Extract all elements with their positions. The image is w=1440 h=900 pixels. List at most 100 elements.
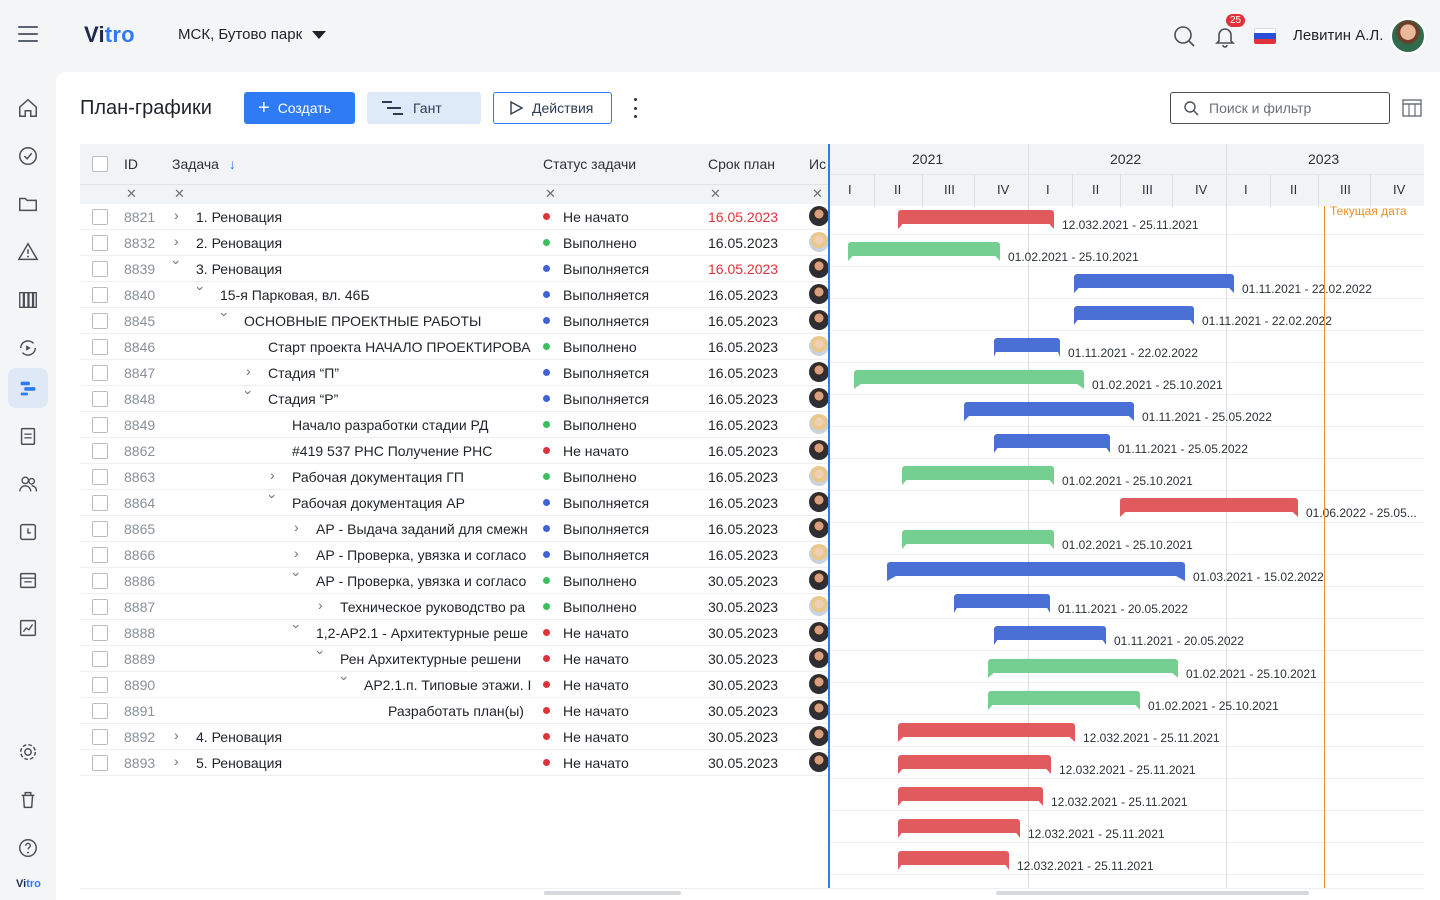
task-name[interactable]: 2. Реновация [196,235,283,251]
due-date[interactable]: 16.05.2023 [708,209,779,225]
avatar[interactable] [809,258,828,278]
due-date[interactable]: 16.05.2023 [708,417,779,433]
task-name[interactable]: 5. Реновация [196,755,283,771]
avatar[interactable] [809,622,828,642]
table-row[interactable]: 8863 › Рабочая документация ГП Выполнено 16.… [80,464,828,490]
row-checkbox[interactable] [92,443,108,459]
table-row[interactable]: 8847 › Стадия “П” Выполняется 16.05.2023 [80,360,828,386]
task-name[interactable]: Рабочая документация АР [292,495,465,511]
select-all-checkbox[interactable] [92,156,108,172]
clear-filter-icon[interactable]: ✕ [710,186,721,201]
due-date[interactable]: 30.05.2023 [708,651,779,667]
status-text[interactable]: Не начато [563,625,629,641]
avatar[interactable] [809,362,828,382]
due-date[interactable]: 30.05.2023 [708,703,779,719]
row-checkbox[interactable] [92,677,108,693]
status-text[interactable]: Выполняется [563,521,650,537]
row-checkbox[interactable] [92,755,108,771]
avatar[interactable] [809,544,828,564]
avatar[interactable] [809,284,828,304]
table-row[interactable]: 8887 › Техническое руководство ра Выполнено… [80,594,828,620]
gantt-bar[interactable] [898,819,1020,833]
avatar[interactable] [809,206,828,226]
gantt-bar[interactable] [1074,274,1234,288]
sidebar-item-time[interactable] [8,512,48,552]
avatar[interactable] [809,700,828,720]
chevron-down-icon[interactable]: › [243,390,257,402]
chevron-down-icon[interactable]: › [339,676,353,688]
row-checkbox[interactable] [92,599,108,615]
due-date[interactable]: 30.05.2023 [708,729,779,745]
gantt-bar[interactable] [964,402,1134,416]
chevron-down-icon[interactable]: › [291,624,305,636]
app-logo[interactable]: Vitro [84,22,135,47]
status-text[interactable]: Выполнено [563,417,637,433]
chevron-right-icon[interactable]: › [270,467,275,481]
gantt-bar[interactable] [1120,498,1298,512]
avatar[interactable] [809,492,828,512]
chevron-right-icon[interactable]: › [174,727,179,741]
due-date[interactable]: 30.05.2023 [708,573,779,589]
gantt-bar[interactable] [898,851,1009,865]
row-checkbox[interactable] [92,313,108,329]
row-checkbox[interactable] [92,573,108,589]
status-text[interactable]: Выполнено [563,573,637,589]
gantt-bar[interactable] [898,723,1075,737]
avatar[interactable] [809,388,828,408]
gantt-bar[interactable] [988,691,1140,705]
sidebar-item-library[interactable] [8,280,48,320]
clear-filter-icon[interactable]: ✕ [126,186,137,201]
due-date[interactable]: 16.05.2023 [708,235,779,251]
task-name[interactable]: ОСНОВНЫЕ ПРОЕКТНЫЕ РАБОТЫ [244,313,482,329]
row-checkbox[interactable] [92,391,108,407]
row-checkbox[interactable] [92,521,108,537]
gantt-scrollbar[interactable] [996,891,1309,895]
task-name[interactable]: Стадия “П” [268,365,339,381]
user-name[interactable]: Левитин А.Л. [1293,27,1384,44]
table-row[interactable]: 8889 › Рен Архитектурные решени Не начато 30… [80,646,828,672]
task-name[interactable]: 3. Реновация [196,261,283,277]
status-text[interactable]: Выполняется [563,313,650,329]
row-checkbox[interactable] [92,287,108,303]
table-row[interactable]: 8891 Разработать план(ы) Не начато 30.05.20… [80,698,828,724]
due-date[interactable]: 16.05.2023 [708,521,779,537]
avatar[interactable] [809,648,828,668]
gantt-bar[interactable] [887,562,1185,576]
due-date[interactable]: 30.05.2023 [708,599,779,615]
status-text[interactable]: Выполняется [563,547,650,563]
avatar[interactable] [809,440,828,460]
row-checkbox[interactable] [92,339,108,355]
task-name[interactable]: Стадия “Р” [268,391,339,407]
task-name[interactable]: АР - Проверка, увязка и согласо [316,573,527,589]
task-name[interactable]: АР - Выдача заданий для смежн [316,521,528,537]
sidebar-item-users[interactable] [8,464,48,504]
chevron-down-icon[interactable]: › [291,572,305,584]
search-icon[interactable] [1172,24,1196,48]
column-task[interactable]: Задача ↓ [172,156,236,172]
table-row[interactable]: 8890 › АР2.1.п. Типовые этажи. I Не начато 3… [80,672,828,698]
gantt-bar[interactable] [898,755,1051,769]
table-row[interactable]: 8886 › АР - Проверка, увязка и согласо Выпо… [80,568,828,594]
task-name[interactable]: #419 537 РНС Получение РНС [292,443,493,459]
gantt-bar[interactable] [988,659,1178,673]
due-date[interactable]: 16.05.2023 [708,391,779,407]
row-checkbox[interactable] [92,547,108,563]
table-scrollbar[interactable] [544,891,681,895]
row-checkbox[interactable] [92,625,108,641]
task-name[interactable]: 15-я Парковая, вл. 46Б [220,287,370,303]
sidebar-item-reports[interactable] [8,608,48,648]
due-date[interactable]: 16.05.2023 [708,365,779,381]
sidebar-item-tasks[interactable] [8,136,48,176]
chevron-right-icon[interactable]: › [174,753,179,767]
avatar[interactable] [809,466,828,486]
status-text[interactable]: Не начато [563,209,629,225]
status-text[interactable]: Выполнено [563,469,637,485]
actions-button[interactable]: Действия [493,92,612,124]
create-button[interactable]: + Создать [244,92,355,124]
clear-filter-icon[interactable]: ✕ [812,186,823,201]
avatar[interactable] [809,336,828,356]
task-name[interactable]: 1. Реновация [196,209,283,225]
status-text[interactable]: Выполняется [563,495,650,511]
split-handle[interactable] [828,144,830,888]
chevron-right-icon[interactable]: › [246,363,251,377]
